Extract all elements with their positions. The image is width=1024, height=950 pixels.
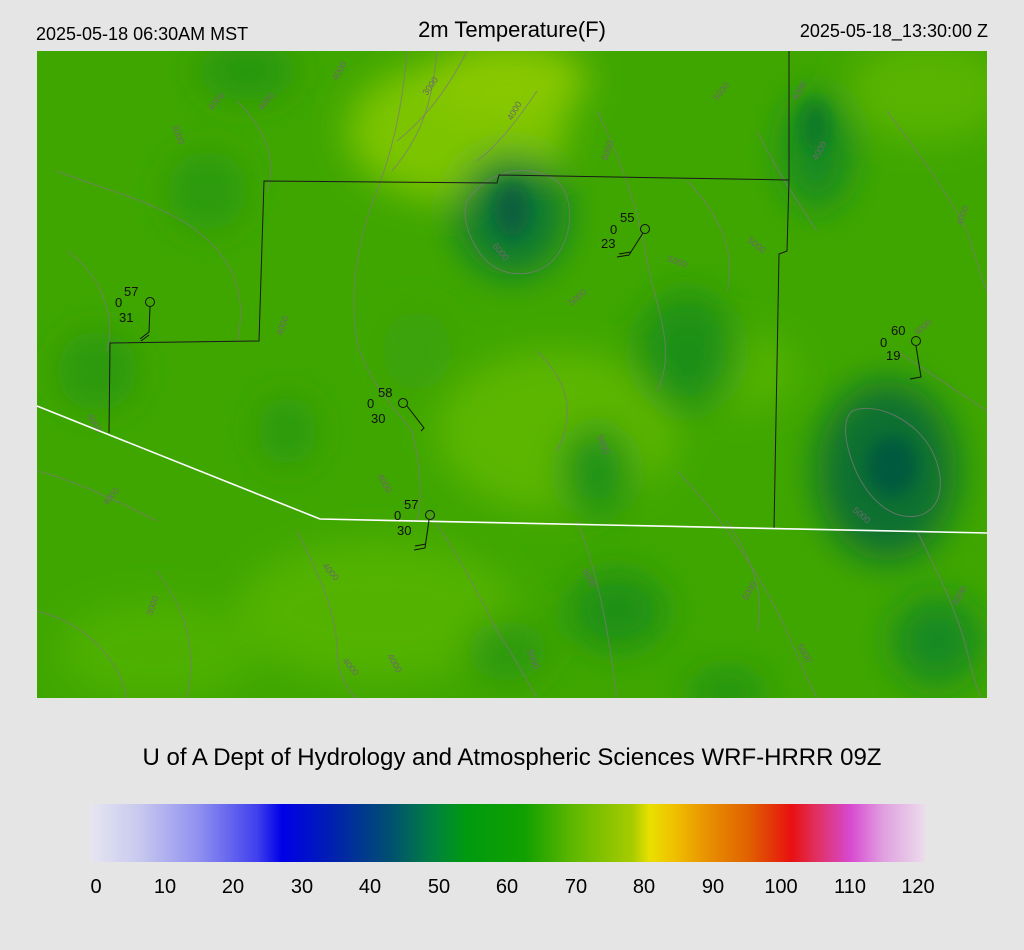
temperature-cold-cores (494, 101, 917, 496)
state-border (37, 405, 987, 534)
svg-text:30: 30 (371, 411, 385, 426)
temperature-map: 4000 3000 4000 4000 3000 4000 6000 5000 … (37, 51, 987, 698)
colorbar-tick: 120 (901, 876, 935, 898)
temperature-colorbar (90, 804, 925, 862)
colorbar-tick: 0 (90, 876, 102, 898)
svg-text:23: 23 (601, 236, 615, 251)
local-time-label: 2025-05-18 06:30AM MST (36, 24, 249, 44)
svg-text:0: 0 (610, 222, 617, 237)
svg-text:30: 30 (397, 523, 411, 538)
svg-text:0: 0 (880, 335, 887, 350)
svg-text:57: 57 (124, 284, 138, 299)
county-borders (108, 51, 790, 530)
svg-text:55: 55 (620, 210, 634, 225)
station-plot: 58 0 30 (367, 385, 425, 432)
svg-text:0: 0 (394, 508, 401, 523)
colorbar-tick: 60 (495, 876, 519, 898)
svg-text:60: 60 (891, 323, 905, 338)
map-canvas: 4000 3000 4000 4000 3000 4000 6000 5000 … (37, 51, 987, 698)
svg-text:19: 19 (886, 348, 900, 363)
svg-text:57: 57 (404, 497, 418, 512)
station-plot: 57 0 31 (115, 284, 155, 342)
colorbar-tick: 80 (632, 876, 656, 898)
colorbar-tick: 40 (358, 876, 382, 898)
colorbar-tick: 10 (153, 876, 177, 898)
map-title: 2m Temperature(F) (418, 17, 606, 42)
temperature-shading (57, 51, 987, 698)
svg-text:31: 31 (119, 310, 133, 325)
utc-time-label: 2025-05-18_13:30:00 Z (799, 21, 988, 41)
station-plot: 60 0 19 (880, 323, 922, 380)
svg-text:0: 0 (115, 295, 122, 310)
colorbar-tick: 110 (834, 876, 866, 898)
colorbar-tick: 30 (290, 876, 314, 898)
terrain-contours (37, 51, 987, 698)
colorbar-tick: 70 (564, 876, 588, 898)
station-plot: 55 0 23 (601, 210, 650, 258)
colorbar-tick: 20 (221, 876, 245, 898)
colorbar-tick: 100 (764, 876, 798, 898)
colorbar-tick: 90 (701, 876, 725, 898)
svg-text:0: 0 (367, 396, 374, 411)
model-source-label: U of A Dept of Hydrology and Atmospheric… (142, 744, 882, 771)
svg-text:58: 58 (378, 385, 392, 400)
colorbar-tick: 50 (427, 876, 451, 898)
station-plot: 57 0 30 (394, 497, 435, 551)
